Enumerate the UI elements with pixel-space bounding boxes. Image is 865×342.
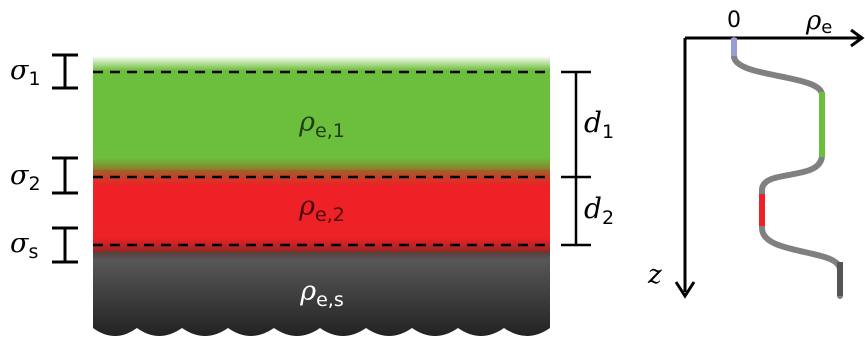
substrate-rect [93,252,550,336]
layer-2-label: ρe,2 [298,191,345,226]
substrate-label: ρe,s [299,276,344,311]
roughness-bracket-1 [52,53,78,90]
layer-1-label: ρe,1 [298,107,345,142]
profile-axes [674,28,865,299]
roughness-bracket-2 [52,156,78,195]
profile-x-label: ρe [805,6,832,38]
layer-1-rect [93,56,550,176]
thickness-label-1: d1 [584,106,614,143]
profile-origin-label: 0 [727,8,741,33]
profile-z-label: z [647,260,662,290]
roughness-label-s: σs [10,228,38,263]
roughness-bracket-s [52,226,78,264]
roughness-label-2: σ2 [10,160,41,195]
roughness-label-1: σ1 [10,55,41,90]
thickness-bracket [561,70,591,247]
profile-curve [731,37,843,299]
thickness-label-2: d2 [584,192,614,229]
layer-2-rect [93,170,550,255]
